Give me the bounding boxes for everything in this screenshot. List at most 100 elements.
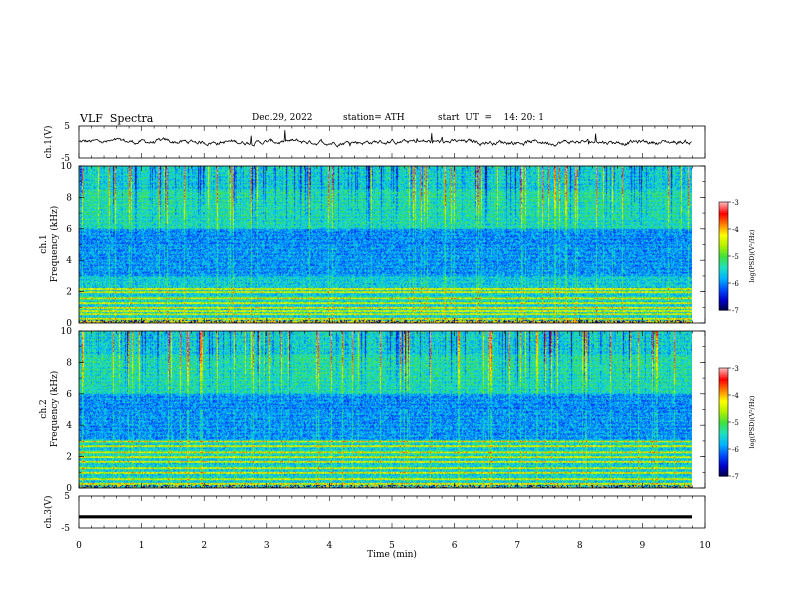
station-label: station= ATH [343,113,405,123]
y-tick-label: 2 [66,288,72,298]
colorbar-segment [719,423,728,427]
colorbar-segment [719,465,728,468]
colorbar-segment [719,384,728,387]
colorbar-segment [719,373,728,376]
colorbar-segment [719,259,728,262]
colorbar-segment [719,245,728,248]
colorbar-segment [719,472,728,475]
colorbar-segment [719,252,728,255]
x-axis-label: Time (min) [367,549,417,560]
ch2-colorbar: -3 -4 -5 -6 -7 log(PSD)(V²/Hz) [718,365,756,481]
colorbar-segment [719,266,728,270]
colorbar-segment [719,212,728,216]
colorbar-segment [719,295,728,298]
colorbar-segment [719,369,728,373]
y-tick-label: -5 [61,154,70,164]
colorbar-segment [719,288,728,291]
colorbar-segment [719,391,728,394]
colorbar-segment [719,386,728,389]
x-tick-label: 8 [577,541,583,551]
colorbar-segment [719,400,728,403]
colorbar-segment [719,422,728,425]
x-tick-label: 3 [264,541,270,551]
colorbar-segment [719,393,728,396]
colorbar-segment [719,429,728,432]
y-tick-label: 4 [66,421,72,431]
colorbar-segment [719,474,728,477]
colorbar-segment [719,250,728,253]
x-tick-label: 1 [139,541,145,551]
colorbar-segment [719,254,728,257]
colorbar-segment [719,301,728,304]
ch1-spectrogram-ylabel-line1: ch.1 [39,234,49,253]
colorbar-segment [719,221,728,225]
colorbar-tick-label: -3 [732,199,739,207]
colorbar-segment [719,236,728,239]
y-tick-label: 0 [66,319,72,329]
colorbar-segment [719,458,728,461]
ch1-spectrogram-ylabel-line2: Frequency (kHz) [49,206,60,283]
colorbar-segment [719,284,728,288]
colorbar-segment [719,209,728,212]
colorbar-segment [719,227,728,230]
colorbar-segment [719,450,728,454]
colorbar-segment [719,389,728,392]
colorbar-tick-label: -4 [732,226,739,234]
ch2-spectrogram-panel [78,330,706,489]
y-tick-label: 6 [66,225,72,235]
colorbar-segment [719,308,728,311]
colorbar-segment [719,302,728,306]
ch1-series-line [78,130,692,148]
ch2-spectrogram-ylabel-line2: Frequency (kHz) [49,371,60,448]
colorbar-segment [719,216,728,219]
colorbar-segment [719,205,728,208]
colorbar-segment [719,416,728,419]
colorbar-segment [719,248,728,252]
ch1-colorbar: -3 -4 -5 -6 -7 log(PSD)(V²/Hz) [718,199,756,315]
colorbar-segment [719,418,728,421]
colorbar-segment [719,438,728,441]
colorbar-segment [719,405,728,409]
colorbar-segment [719,375,728,378]
colorbar-segment [719,202,728,205]
y-tick-label: 0 [66,484,72,494]
colorbar-segment [719,459,728,463]
colorbar-segment [719,470,728,473]
colorbar-segment [719,238,728,241]
colorbar-segment [719,404,728,407]
colorbar-segment [719,449,728,452]
figure-title: VLF Spectra [80,112,154,125]
colorbar-segment [719,425,728,428]
colorbar-segment [719,268,728,271]
colorbar-segment [719,414,728,418]
colorbar-segment [719,420,728,423]
colorbar-segment [719,409,728,412]
colorbar-segment [719,371,728,374]
colorbar-segment [719,411,728,414]
colorbar-segment [719,257,728,261]
y-tick-label: 5 [64,122,70,132]
y-tick-label: 6 [66,390,72,400]
x-tick-label: 0 [76,541,82,551]
colorbar-segment [719,263,728,266]
colorbar-segment [719,402,728,405]
colorbar-segment [719,380,728,383]
colorbar-segment [719,396,728,400]
colorbar-segment [719,293,728,297]
colorbar-segment [719,304,728,307]
colorbar-segment [719,292,728,295]
colorbar-segment [719,407,728,410]
colorbar-segment [719,241,728,244]
y-tick-label: 4 [66,256,72,266]
colorbar-segment [719,275,728,279]
y-tick-label: -5 [61,524,70,534]
colorbar-segment [719,207,728,210]
colorbar-segment [719,283,728,286]
colorbar-segment [719,230,728,234]
colorbar-tick-label: -5 [732,253,739,261]
colorbar-segment [719,299,728,302]
x-tick-label: 6 [452,541,458,551]
colorbar-segment [719,413,728,416]
colorbar-segment [719,395,728,398]
